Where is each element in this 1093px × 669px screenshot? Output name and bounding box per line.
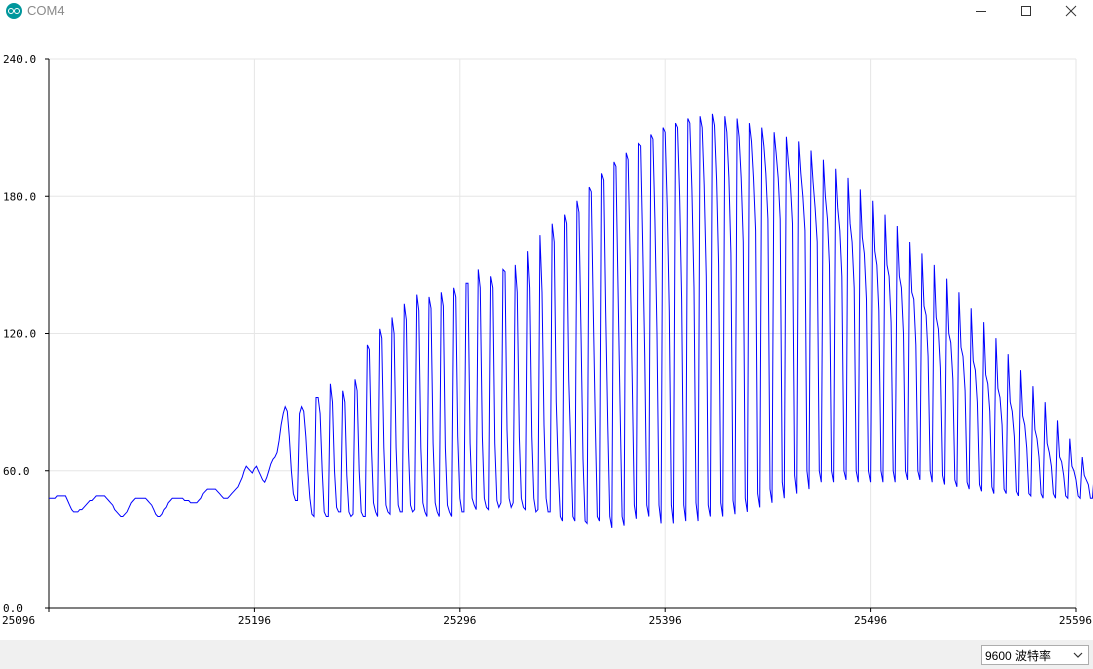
- series-line: [49, 113, 1093, 528]
- x-tick-label: 25496: [854, 614, 887, 627]
- minimize-button[interactable]: [958, 0, 1004, 22]
- arduino-icon: [6, 3, 22, 19]
- window-title: COM4: [27, 3, 65, 18]
- close-icon: [1065, 5, 1077, 17]
- baud-rate-label: 9600 波特率: [985, 648, 1052, 663]
- x-tick-label: 25296: [443, 614, 476, 627]
- close-button[interactable]: [1048, 0, 1093, 22]
- y-tick-label: 0.0: [3, 602, 23, 615]
- baud-rate-select[interactable]: 9600 波特率: [981, 645, 1089, 665]
- status-bar: 9600 波特率: [0, 640, 1093, 669]
- y-tick-label: 60.0: [3, 465, 30, 478]
- x-tick-label: 25096: [2, 614, 35, 627]
- chevron-down-icon: [1073, 652, 1083, 658]
- x-tick-label: 25596: [1059, 614, 1092, 627]
- y-tick-label: 240.0: [3, 53, 36, 66]
- maximize-button[interactable]: [1003, 0, 1049, 22]
- y-tick-label: 180.0: [3, 190, 36, 203]
- maximize-icon: [1021, 6, 1031, 16]
- y-tick-label: 120.0: [3, 328, 36, 341]
- serial-plotter-chart: 0.0 60.0 120.0 180.0 240.0 25096 25196 25296 253…: [0, 24, 1093, 640]
- chart-svg: 0.0 60.0 120.0 180.0 240.0 25096 25196 25296 253…: [2, 53, 1093, 627]
- title-bar: COM4: [0, 0, 1093, 24]
- x-tick-label: 25396: [649, 614, 682, 627]
- x-tick-label: 25196: [238, 614, 271, 627]
- minimize-icon: [976, 11, 986, 12]
